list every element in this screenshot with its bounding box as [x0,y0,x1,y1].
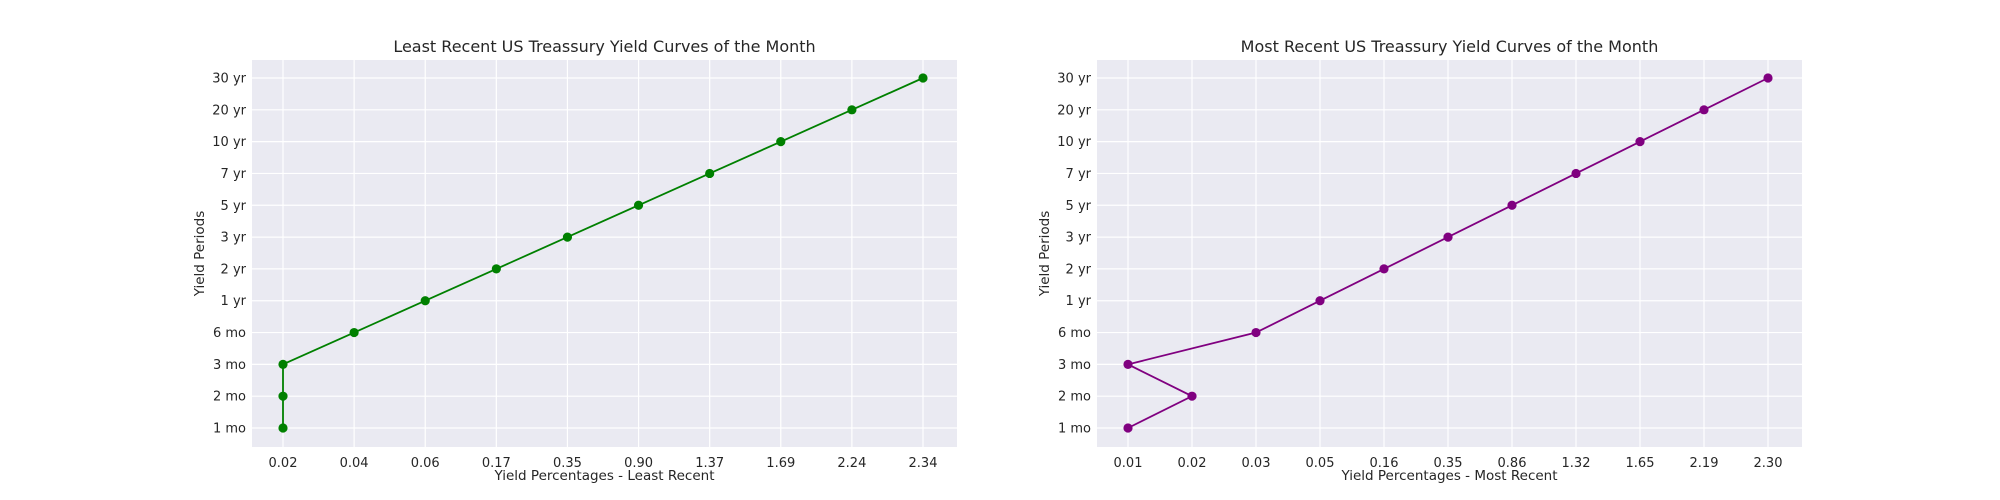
y-tick-label: 2 yr [1066,262,1092,277]
y-tick-label: 7 yr [1066,167,1092,182]
series-lines [1123,73,1773,433]
x-tick-label: 0.05 [1306,456,1335,471]
x-axis-label: Yield Percentages - Most Recent [1340,468,1557,484]
data-point [491,264,501,274]
data-point [1635,137,1645,147]
data-point [278,423,288,433]
plot-area [252,60,957,447]
chart-most-recent: 0.01 0.02 0.03 0.05 0.16 0.35 0.86 1.32 1.65 2.19… [1037,37,1802,484]
x-tick-label: 2.19 [1690,456,1719,471]
data-point [1315,296,1325,306]
x-tick-label: 0.17 [482,456,511,471]
x-tick-label: 0.90 [624,456,653,471]
x-tick-label: 0.86 [1498,456,1527,471]
chart-title: Most Recent US Treassury Yield Curves of… [1241,37,1659,56]
data-point [1571,168,1581,179]
y-tick-label: 3 mo [1058,358,1091,373]
x-tick-label: 0.04 [340,456,369,471]
y-tick-label: 20 yr [212,103,246,118]
y-tick-label: 10 yr [1057,135,1091,150]
x-axis-label: Yield Percentages - Least Recent [493,468,714,484]
y-tick-label: 5 yr [221,199,247,214]
x-tick-label: 0.01 [1114,456,1143,471]
y-axis-label: Yield Periods [192,211,208,298]
x-tick-label: 0.16 [1370,456,1399,471]
x-tick-label: 1.32 [1562,456,1591,471]
y-tick-label: 6 mo [213,326,246,341]
y-tick-label: 2 mo [213,390,246,405]
data-point [1763,73,1773,83]
x-tick-label: 0.02 [1178,456,1207,471]
series-lines [278,73,928,433]
y-tick-label: 1 mo [1058,422,1091,437]
series-line [1125,77,1769,429]
y-tick-label: 7 yr [221,167,247,182]
grid-lines [252,60,957,447]
y-tick-label: 2 mo [1058,390,1091,405]
data-point [918,73,928,83]
y-tick-label: 3 mo [213,358,246,373]
data-point [278,391,288,401]
y-tick-label: 2 yr [221,262,247,277]
x-tick-label: 2.34 [909,456,938,471]
y-tick-label: 30 yr [1057,72,1091,87]
data-point [349,327,359,338]
y-tick-label: 20 yr [1057,103,1091,118]
y-tick-label: 3 yr [1066,231,1092,246]
y-tick-label: 1 yr [1066,294,1092,309]
x-tick-label: 1.65 [1626,456,1655,471]
data-point [705,168,715,179]
data-point [1123,423,1133,433]
data-point [1507,200,1517,210]
x-tick-label: 1.37 [695,456,724,471]
y-tick-label: 5 yr [1066,199,1092,214]
x-tick-label: 0.06 [411,456,440,471]
data-point [1443,232,1453,242]
grid-lines [1097,60,1802,447]
plot-area [1097,60,1802,447]
data-point [420,296,430,306]
y-tick-label: 6 mo [1058,326,1091,341]
y-tick-label: 1 mo [213,422,246,437]
data-point [847,105,857,115]
y-tick-label: 30 yr [212,72,246,87]
x-tick-label: 2.30 [1754,456,1783,471]
x-tick-label: 0.03 [1242,456,1271,471]
y-tick-label: 10 yr [212,135,246,150]
data-point [1379,264,1389,274]
data-point [633,200,644,210]
x-tick-label: 2.24 [837,456,866,471]
x-tick-label: 0.35 [1434,456,1463,471]
chart-least-recent: 0.02 0.04 0.06 0.17 0.35 0.90 1.37 1.69 2.24 2.34… [192,37,957,484]
data-point [1699,105,1709,115]
data-point [776,137,786,147]
y-axis-label: Yield Periods [1037,211,1053,298]
x-tick-label: 0.02 [269,456,298,471]
data-point [562,232,573,242]
data-point [1123,359,1133,369]
x-tick-label: 1.69 [766,456,795,471]
x-tick-label: 0.35 [553,456,582,471]
tick-labels: 0.02 0.04 0.06 0.17 0.35 0.90 1.37 1.69 2.24 2.34… [212,72,937,472]
chart-title: Least Recent US Treassury Yield Curves o… [393,37,815,56]
data-point [278,359,288,369]
y-tick-label: 1 yr [221,294,247,309]
data-point [1187,391,1197,401]
y-tick-label: 3 yr [221,231,247,246]
data-point [1251,327,1261,338]
series-line [282,77,924,428]
tick-labels: 0.01 0.02 0.03 0.05 0.16 0.35 0.86 1.32 1.65 2.19… [1057,72,1782,472]
